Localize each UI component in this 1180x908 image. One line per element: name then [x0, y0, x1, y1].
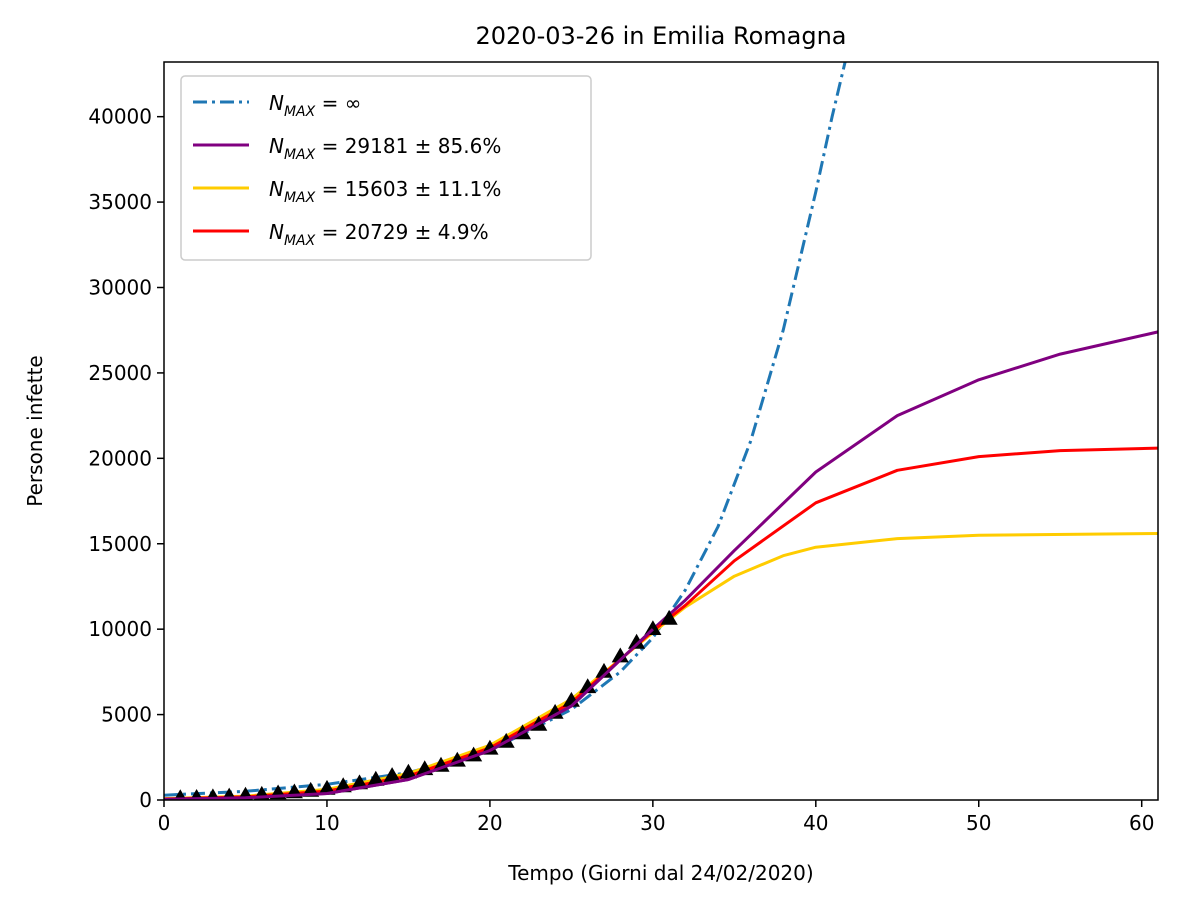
data-point-marker [399, 763, 417, 779]
data-point-marker [611, 647, 629, 663]
series-line-purple [164, 330, 1158, 800]
legend: NMAX = ∞ NMAX = 29181 ± 85.6% NMAX = 15603… [180, 75, 592, 261]
x-tick-label: 20 [477, 811, 502, 835]
legend-label-exponential: NMAX = ∞ [269, 91, 361, 120]
y-tick-label: 5000 [101, 703, 152, 727]
legend-label-yellow: NMAX = 15603 ± 11.1% [269, 177, 501, 206]
legend-label-red: NMAX = 20729 ± 4.9% [269, 220, 489, 249]
series-layer [164, 62, 1158, 800]
y-tick-label: 25000 [88, 361, 152, 385]
series-line-yellow [164, 532, 1158, 800]
y-tick-label: 40000 [88, 105, 152, 129]
series-line-red [164, 446, 1158, 800]
data-point-marker [579, 678, 597, 694]
x-tick-label: 50 [966, 811, 991, 835]
y-axis-title: Persone infette [23, 355, 47, 506]
y-tick-label: 20000 [88, 446, 152, 470]
data-point-marker [546, 703, 564, 719]
legend-box [180, 75, 592, 261]
data-point-marker [351, 774, 369, 790]
series-line-exponential [164, 62, 847, 797]
x-tick-label: 60 [1129, 811, 1154, 835]
y-tick-label: 35000 [88, 190, 152, 214]
series-line-purple-overlay [164, 628, 654, 800]
x-tick-label: 30 [640, 811, 665, 835]
x-tick-label: 0 [158, 811, 171, 835]
data-point-marker [318, 779, 336, 795]
data-point-marker [660, 609, 678, 625]
data-point-marker [383, 767, 401, 782]
plot-frame [163, 61, 1159, 801]
data-point-marker [595, 662, 613, 678]
x-tick-label: 10 [314, 811, 339, 835]
y-tick-label: 10000 [88, 617, 152, 641]
data-point-marker [367, 770, 385, 786]
data-point-marker [628, 633, 646, 649]
data-point-marker [174, 789, 187, 800]
chart-title: 2020-03-26 in Emilia Romagna [475, 22, 846, 50]
y-tick-label: 0 [139, 788, 152, 812]
axes-layer: 0 10 20 30 40 50 60 0 5000 10000 15000 20000 25000 30… [88, 61, 1159, 835]
x-axis-title: Tempo (Giorni dal 24/02/2020) [507, 861, 813, 885]
x-tick-label: 40 [803, 811, 828, 835]
legend-label-purple: NMAX = 29181 ± 85.6% [269, 134, 501, 163]
y-tick-label: 30000 [88, 276, 152, 300]
y-tick-label: 15000 [88, 532, 152, 556]
